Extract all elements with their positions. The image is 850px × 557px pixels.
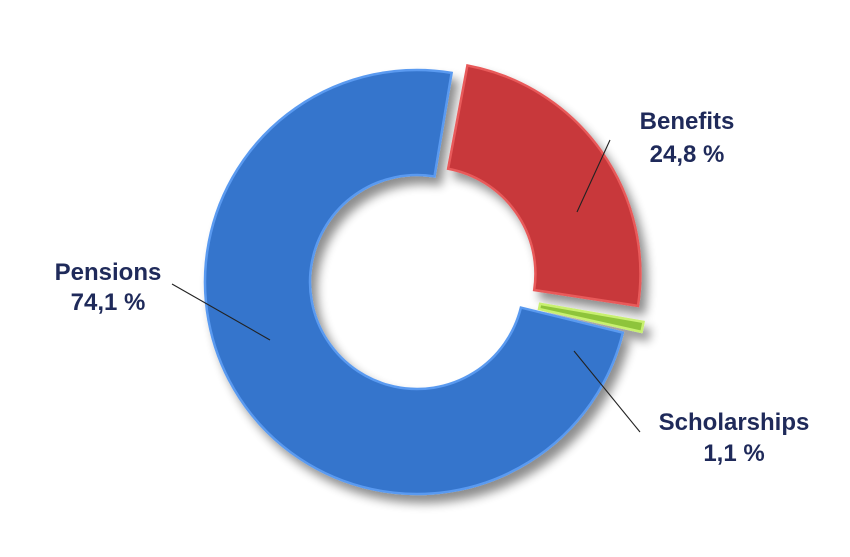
- benefits-leader-line: [576, 139, 611, 213]
- scholarships-label: Scholarships: [659, 409, 810, 436]
- donut-slices: [203, 64, 645, 496]
- pensions-slice: [203, 68, 625, 496]
- pensions-leader-line: [171, 283, 271, 341]
- benefits-slice: [446, 64, 642, 308]
- scholarships-leader-line: [573, 350, 641, 433]
- scholarships-value-label: 1,1 %: [703, 440, 764, 467]
- scholarships-slice: [537, 302, 645, 334]
- benefits-value-label: 24,8 %: [650, 141, 725, 168]
- pensions-value-label: 74,1 %: [71, 289, 146, 316]
- pensions-label: Pensions: [55, 259, 162, 286]
- benefits-label: Benefits: [640, 108, 735, 135]
